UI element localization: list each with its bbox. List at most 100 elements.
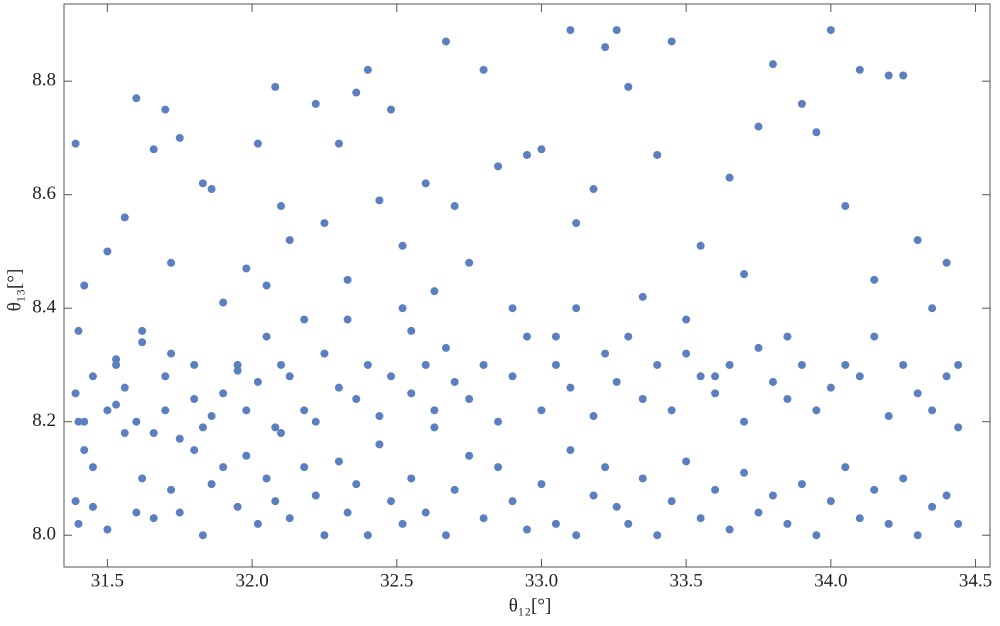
point xyxy=(277,360,286,369)
point xyxy=(311,417,320,426)
point xyxy=(343,275,352,284)
point xyxy=(334,383,343,392)
point xyxy=(407,474,416,483)
point xyxy=(242,264,251,273)
point xyxy=(149,514,158,523)
point xyxy=(812,406,821,415)
point xyxy=(465,395,474,404)
point xyxy=(190,395,199,404)
point xyxy=(74,519,83,528)
point xyxy=(112,360,121,369)
point xyxy=(138,326,147,335)
point xyxy=(508,372,517,381)
point xyxy=(311,491,320,500)
point xyxy=(253,139,262,148)
point xyxy=(954,360,963,369)
point xyxy=(320,349,329,358)
point xyxy=(667,406,676,415)
point xyxy=(300,463,309,472)
point xyxy=(899,71,908,80)
point xyxy=(884,412,893,421)
point xyxy=(285,514,294,523)
x-tick-label: 32.0 xyxy=(235,570,268,591)
point xyxy=(161,372,170,381)
point xyxy=(262,474,271,483)
point xyxy=(740,417,749,426)
point xyxy=(167,349,176,358)
point xyxy=(797,480,806,489)
point xyxy=(112,400,121,409)
point xyxy=(132,94,141,103)
point xyxy=(74,417,83,426)
point xyxy=(624,519,633,528)
point xyxy=(277,429,286,438)
point xyxy=(696,372,705,381)
point xyxy=(80,417,89,426)
point xyxy=(928,502,937,511)
point xyxy=(855,65,864,74)
point xyxy=(450,377,459,386)
x-tick-label: 34.0 xyxy=(814,570,847,591)
point xyxy=(826,497,835,506)
point xyxy=(334,139,343,148)
point xyxy=(682,349,691,358)
point xyxy=(740,468,749,477)
point xyxy=(812,531,821,540)
point xyxy=(375,196,384,205)
point xyxy=(551,519,560,528)
point xyxy=(566,383,575,392)
point xyxy=(942,372,951,381)
point xyxy=(465,451,474,460)
point xyxy=(132,417,141,426)
point xyxy=(311,99,320,108)
point xyxy=(768,491,777,500)
point xyxy=(537,480,546,489)
point xyxy=(88,502,97,511)
point xyxy=(942,491,951,500)
point xyxy=(233,366,242,375)
point xyxy=(352,480,361,489)
point xyxy=(430,287,439,296)
point xyxy=(190,360,199,369)
point xyxy=(899,474,908,483)
point xyxy=(537,145,546,154)
point xyxy=(271,82,280,91)
point xyxy=(320,531,329,540)
point xyxy=(725,360,734,369)
point xyxy=(198,531,207,540)
point xyxy=(826,26,835,35)
point xyxy=(112,355,121,364)
point xyxy=(167,258,176,267)
point xyxy=(589,185,598,194)
point xyxy=(725,525,734,534)
point xyxy=(233,360,242,369)
y-tick-label: 8.2 xyxy=(32,410,56,431)
point xyxy=(167,485,176,494)
point xyxy=(271,423,280,432)
x-tick-label: 34.5 xyxy=(959,570,992,591)
point xyxy=(572,304,581,313)
point xyxy=(841,360,850,369)
point xyxy=(407,326,416,335)
point xyxy=(754,122,763,131)
point xyxy=(242,406,251,415)
point xyxy=(175,508,184,517)
point xyxy=(465,258,474,267)
point xyxy=(161,105,170,114)
point xyxy=(494,463,503,472)
point xyxy=(783,519,792,528)
point xyxy=(441,37,450,46)
point xyxy=(566,26,575,35)
point xyxy=(870,275,879,284)
point xyxy=(253,519,262,528)
point xyxy=(551,360,560,369)
point xyxy=(711,372,720,381)
point xyxy=(398,241,407,250)
point xyxy=(363,360,372,369)
point xyxy=(421,179,430,188)
x-tick-label: 31.5 xyxy=(91,570,124,591)
point xyxy=(754,343,763,352)
point xyxy=(696,514,705,523)
point xyxy=(219,389,228,398)
